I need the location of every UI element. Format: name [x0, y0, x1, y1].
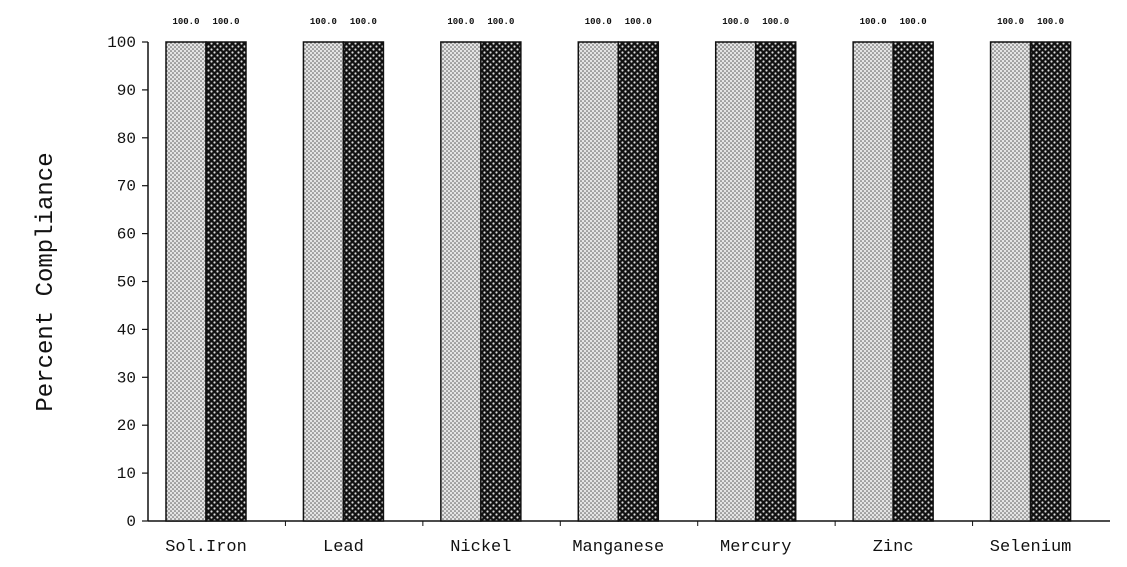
- bar-series-2: [205, 41, 247, 522]
- bar-series-2: [754, 41, 797, 522]
- y-axis-label: Percent Compliance: [33, 152, 60, 411]
- y-tick-label: 10: [117, 465, 136, 483]
- x-tick-label: Mercury: [720, 538, 791, 557]
- y-tick-label: 60: [117, 226, 136, 244]
- bar-series-1: [165, 41, 207, 522]
- data-label: 100.0: [350, 17, 377, 27]
- x-tick-label: Sol.Iron: [165, 538, 247, 557]
- data-label: 100.0: [762, 17, 789, 27]
- x-tick-label: Selenium: [990, 538, 1072, 557]
- bar-series-1: [714, 41, 757, 522]
- data-label: 100.0: [860, 17, 887, 27]
- y-tick-label: 30: [117, 369, 136, 387]
- bar-series-2: [617, 41, 660, 522]
- data-label: 100.0: [447, 17, 474, 27]
- x-tick-label: Zinc: [873, 538, 914, 557]
- bar-series-1: [852, 41, 894, 522]
- y-tick-label: 50: [117, 274, 136, 292]
- bar-series-2: [892, 41, 934, 522]
- data-label: 100.0: [212, 17, 239, 27]
- data-label: 100.0: [625, 17, 652, 27]
- x-tick-label: Manganese: [572, 538, 664, 557]
- y-tick-label: 70: [117, 178, 136, 196]
- data-label: 100.0: [900, 17, 927, 27]
- bar-series-2: [342, 41, 385, 522]
- y-tick-label: 80: [117, 130, 136, 148]
- bar-series-1: [577, 41, 620, 522]
- y-tick-label: 90: [117, 82, 136, 100]
- data-label: 100.0: [172, 17, 199, 27]
- x-tick-label: Lead: [323, 538, 364, 557]
- y-tick-label: 0: [126, 513, 136, 531]
- data-label: 100.0: [1037, 17, 1064, 27]
- y-tick-label: 40: [117, 321, 136, 339]
- data-label: 100.0: [487, 17, 514, 27]
- y-tick-label: 100: [107, 34, 136, 52]
- data-label: 100.0: [722, 17, 749, 27]
- data-label: 100.0: [585, 17, 612, 27]
- bar-series-2: [480, 41, 522, 522]
- data-label: 100.0: [310, 17, 337, 27]
- bar-series-1: [989, 41, 1032, 522]
- labels: 100.0 100.0 Sol.Iron 100.0 100.0 Lead 100.0 100…: [165, 17, 1071, 557]
- bar-series-1: [440, 41, 482, 522]
- x-tick-label: Nickel: [450, 538, 511, 557]
- y-tick-label: 20: [117, 417, 136, 435]
- data-label: 100.0: [997, 17, 1024, 27]
- bar-series-1: [302, 41, 345, 522]
- bar-series-2: [1029, 41, 1072, 522]
- bars: [165, 41, 1072, 522]
